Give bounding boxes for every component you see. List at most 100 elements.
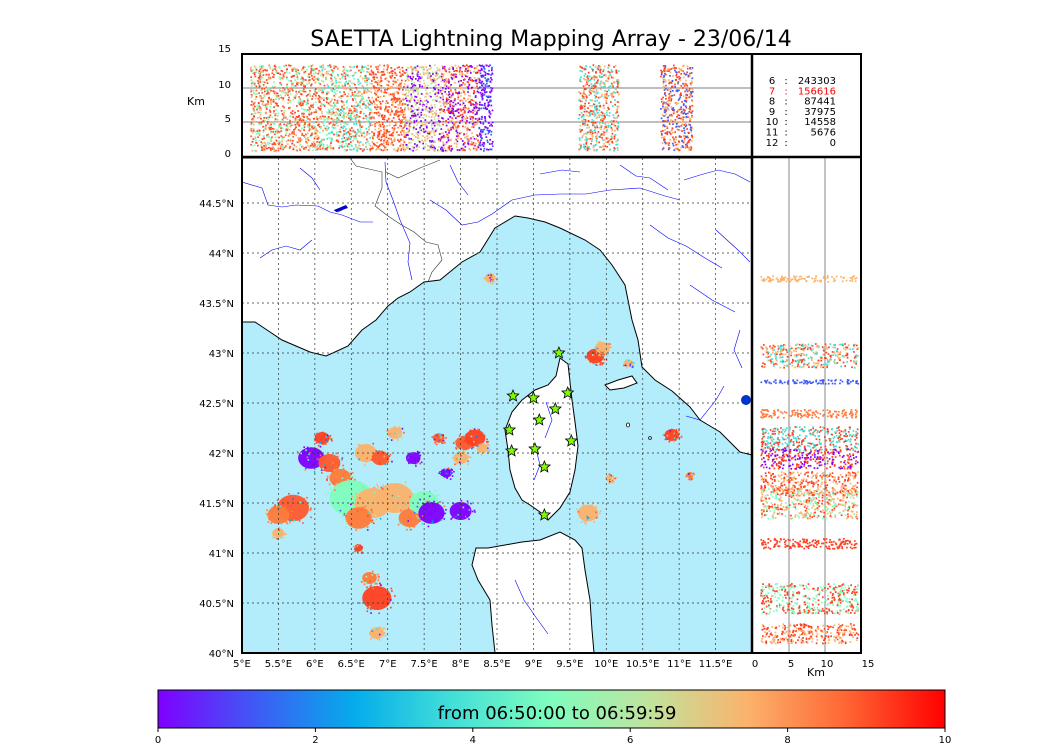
altitude-longitude-point [676,115,678,118]
altitude-longitude-point [308,106,311,109]
altitude-longitude-point [585,132,588,135]
altitude-longitude-point [274,86,276,88]
altitude-longitude-point [424,89,427,91]
altitude-longitude-point [266,82,269,84]
altitude-longitude-point [412,67,414,70]
altitude-longitude-point [349,88,352,91]
altitude-longitude-point [464,136,466,139]
altitude-longitude-point [274,102,277,105]
altitude-longitude-point [475,67,478,69]
altitude-longitude-point [308,73,310,76]
altitude-longitude-point [294,119,297,121]
lightning-source-point [431,495,433,497]
altitude-longitude-point [350,105,353,108]
lightning-source-point [461,501,464,503]
altitude-longitude-point [483,93,486,96]
altitude-longitude-point [437,149,440,152]
altitude-longitude-point [593,86,596,89]
lightning-source-point [380,510,382,512]
altitude-longitude-point [250,135,252,138]
altitude-longitude-point [412,127,415,129]
altitude-longitude-point [368,128,370,131]
altitude-longitude-point [691,88,694,91]
altitude-longitude-point [326,118,329,120]
altitude-longitude-point [332,119,335,122]
altitude-longitude-point [595,135,598,137]
altitude-longitude-point [361,95,364,98]
altitude-longitude-point [250,104,253,106]
altitude-longitude-point [355,113,358,116]
altitude-longitude-point [254,93,257,96]
altitude-longitude-point [278,120,281,123]
altitude-longitude-point [364,104,366,106]
count-level: 11 [766,128,779,139]
altitude-longitude-point [432,122,435,125]
altitude-longitude-point [689,82,692,85]
altitude-longitude-point [680,125,683,127]
altitude-longitude-point [470,103,473,105]
altitude-longitude-point [444,83,447,86]
altitude-longitude-point [388,124,391,127]
altitude-longitude-point [614,121,617,123]
altitude-longitude-point [598,74,601,77]
altitude-longitude-point [430,144,433,146]
altitude-longitude-point [384,128,386,131]
altitude-longitude-point [444,69,446,71]
altitude-longitude-point [691,135,694,138]
altitude-longitude-point [257,106,260,109]
altitude-longitude-point [365,127,368,130]
altitude-longitude-point [284,94,287,97]
altitude-longitude-point [468,78,470,81]
lightning-source-point [434,510,436,512]
altitude-longitude-point [357,78,360,81]
altitude-longitude-point [422,135,424,137]
altitude-longitude-point [616,91,619,94]
altitude-longitude-point [253,105,256,108]
altitude-longitude-point [610,120,613,122]
altitude-longitude-point [490,89,493,91]
lightning-source-point [287,505,290,507]
altitude-longitude-point [377,134,379,137]
altitude-longitude-point [282,148,284,151]
lightning-source-point [416,495,418,498]
altitude-longitude-point [596,126,599,129]
altitude-longitude-point [257,136,259,139]
altitude-longitude-point [259,74,261,77]
altitude-longitude-point [687,136,689,139]
altitude-longitude-point [680,85,683,87]
lightning-source-point [367,522,370,525]
source-count-panel: 6:2433037:1566168:874419:3797510:1455811… [753,54,861,157]
altitude-longitude-point [374,89,377,92]
altitude-longitude-point [452,68,455,70]
altitude-longitude-point [475,79,478,81]
altitude-longitude-point [464,93,466,96]
altitude-longitude-point [254,136,257,139]
altitude-longitude-point [678,129,681,132]
altitude-longitude-point [683,64,685,67]
altitude-longitude-point [414,108,416,111]
altitude-longitude-point [358,122,361,125]
altitude-longitude-point [296,122,299,125]
altitude-longitude-point [614,99,616,101]
altitude-longitude-point [686,135,688,138]
lightning-source-point [332,471,335,474]
lightning-source-point [427,501,429,504]
altitude-longitude-point [328,112,331,115]
altitude-longitude-point [447,78,450,81]
altitude-longitude-point [484,120,487,122]
altitude-longitude-point [253,92,255,95]
altitude-longitude-point [317,86,319,89]
altitude-longitude-point [425,72,428,75]
lightning-source-point [266,515,269,518]
altitude-longitude-point [310,69,313,71]
altitude-longitude-point [428,111,431,113]
altitude-longitude-point [587,131,589,134]
altitude-longitude-point [318,99,321,102]
altitude-longitude-point [294,68,296,71]
count-level: 12 [766,138,779,149]
altitude-longitude-point [425,122,428,124]
altitude-longitude-point [410,149,413,151]
altitude-longitude-point [604,116,606,119]
altitude-longitude-point [393,98,396,101]
altitude-longitude-point [595,141,598,144]
